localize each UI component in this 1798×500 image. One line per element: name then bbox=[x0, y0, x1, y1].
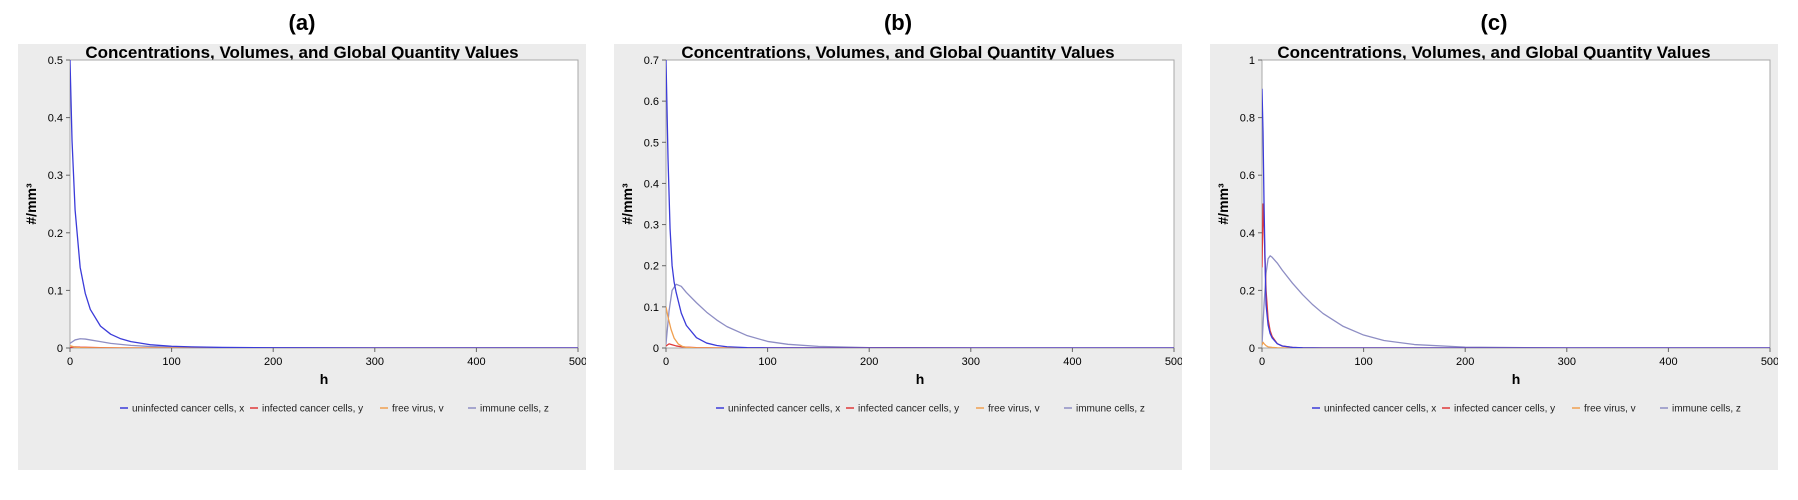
y-tick-label: 0.2 bbox=[48, 228, 63, 240]
series-line-0 bbox=[70, 60, 578, 348]
legend-label: infected cancer cells, y bbox=[262, 404, 363, 415]
panel-b: (b) Concentrations, Volumes, and Global … bbox=[614, 0, 1182, 480]
y-tick-label: 0.3 bbox=[644, 220, 659, 232]
y-tick-label: 0.3 bbox=[48, 170, 63, 182]
series-line-2 bbox=[70, 345, 578, 348]
series-group bbox=[666, 60, 1174, 348]
line-chart: Concentrations, Volumes, and Global Quan… bbox=[1215, 44, 1778, 415]
plot-area bbox=[1261, 59, 1771, 349]
x-tick-label: 200 bbox=[860, 356, 878, 368]
y-tick-label: 0 bbox=[57, 343, 63, 355]
legend-label: uninfected cancer cells, x bbox=[728, 404, 840, 415]
x-tick-label: 400 bbox=[1659, 356, 1677, 368]
legend-label: immune cells, z bbox=[1076, 404, 1145, 415]
panel-label: (b) bbox=[883, 10, 913, 35]
panel-label: (c) bbox=[1480, 10, 1508, 35]
y-tick-label: 0 bbox=[1249, 343, 1255, 355]
x-tick-label: 0 bbox=[663, 356, 669, 368]
legend-label: uninfected cancer cells, x bbox=[132, 404, 244, 415]
legend-label: infected cancer cells, y bbox=[1454, 404, 1555, 415]
x-tick-label: 300 bbox=[962, 356, 980, 368]
x-tick-label: 0 bbox=[1259, 356, 1265, 368]
series-line-2 bbox=[666, 306, 1174, 348]
y-tick-label: 0.7 bbox=[644, 55, 659, 67]
x-tick-label: 200 bbox=[1456, 356, 1474, 368]
y-tick-label: 0.6 bbox=[644, 96, 659, 108]
panel-a: (a) Concentrations, Volumes, and Global … bbox=[18, 0, 586, 480]
y-axis-label: #/mm³ bbox=[23, 183, 39, 225]
x-tick-label: 200 bbox=[264, 356, 282, 368]
y-tick-label: 0.4 bbox=[1240, 228, 1255, 240]
x-tick-label: 300 bbox=[1558, 356, 1576, 368]
y-axis-label: #/mm³ bbox=[1215, 183, 1231, 225]
x-tick-label: 100 bbox=[758, 356, 776, 368]
y-axis-label: #/mm³ bbox=[619, 183, 635, 225]
y-tick-label: 0.2 bbox=[644, 261, 659, 273]
y-tick-label: 0 bbox=[653, 343, 659, 355]
x-tick-label: 400 bbox=[467, 356, 485, 368]
x-axis-label: h bbox=[916, 371, 925, 387]
chart-frame: Concentrations, Volumes, and Global Quan… bbox=[1210, 44, 1778, 470]
y-tick-label: 0.4 bbox=[48, 113, 63, 125]
y-tick-label: 0.1 bbox=[48, 285, 63, 297]
chart-frame: Concentrations, Volumes, and Global Quan… bbox=[614, 44, 1182, 470]
x-axis-label: h bbox=[1512, 371, 1521, 387]
legend-label: free virus, v bbox=[1584, 404, 1636, 415]
y-tick-label: 0.1 bbox=[644, 302, 659, 314]
x-tick-label: 100 bbox=[162, 356, 180, 368]
series-line-3 bbox=[1262, 255, 1770, 348]
series-line-0 bbox=[666, 60, 1174, 348]
x-tick-label: 100 bbox=[1354, 356, 1372, 368]
legend-label: uninfected cancer cells, x bbox=[1324, 404, 1436, 415]
series-line-0 bbox=[1262, 88, 1770, 348]
x-tick-label: 500 bbox=[1165, 356, 1182, 368]
line-chart: Concentrations, Volumes, and Global Quan… bbox=[619, 44, 1182, 415]
series-line-3 bbox=[70, 338, 578, 348]
plot-area bbox=[69, 59, 579, 349]
panel-label: (a) bbox=[288, 10, 316, 35]
chart-title: Concentrations, Volumes, and Global Quan… bbox=[681, 44, 1114, 62]
y-tick-label: 0.8 bbox=[1240, 113, 1255, 125]
y-tick-label: 1 bbox=[1249, 55, 1255, 67]
x-tick-label: 500 bbox=[1761, 356, 1778, 368]
legend-label: free virus, v bbox=[392, 404, 444, 415]
legend-label: immune cells, z bbox=[1672, 404, 1741, 415]
x-tick-label: 0 bbox=[67, 356, 73, 368]
plot-area bbox=[665, 59, 1175, 349]
legend-label: immune cells, z bbox=[480, 404, 549, 415]
legend-label: infected cancer cells, y bbox=[858, 404, 959, 415]
y-tick-label: 0.2 bbox=[1240, 285, 1255, 297]
chart-title: Concentrations, Volumes, and Global Quan… bbox=[1277, 44, 1710, 62]
x-axis-label: h bbox=[320, 371, 329, 387]
panel-c: (c) Concentrations, Volumes, and Global … bbox=[1210, 0, 1778, 480]
chart-frame: Concentrations, Volumes, and Global Quan… bbox=[18, 44, 586, 470]
legend-label: free virus, v bbox=[988, 404, 1040, 415]
y-tick-label: 0.6 bbox=[1240, 170, 1255, 182]
x-tick-label: 300 bbox=[366, 356, 384, 368]
x-tick-label: 400 bbox=[1063, 356, 1081, 368]
y-tick-label: 0.5 bbox=[48, 55, 63, 67]
x-tick-label: 500 bbox=[569, 356, 586, 368]
chart-title: Concentrations, Volumes, and Global Quan… bbox=[85, 44, 518, 62]
series-group bbox=[1262, 88, 1770, 348]
series-line-2 bbox=[1262, 341, 1770, 348]
y-tick-label: 0.4 bbox=[644, 178, 659, 190]
line-chart: Concentrations, Volumes, and Global Quan… bbox=[23, 44, 586, 415]
series-group bbox=[70, 60, 578, 348]
y-tick-label: 0.5 bbox=[644, 137, 659, 149]
